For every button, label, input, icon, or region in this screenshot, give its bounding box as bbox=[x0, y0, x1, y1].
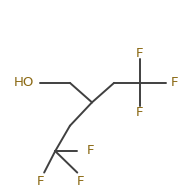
Text: F: F bbox=[37, 175, 44, 188]
Text: F: F bbox=[171, 76, 179, 89]
Text: F: F bbox=[77, 175, 85, 188]
Text: F: F bbox=[136, 47, 144, 60]
Text: F: F bbox=[86, 144, 94, 157]
Text: HO: HO bbox=[14, 76, 34, 89]
Text: F: F bbox=[136, 106, 144, 119]
